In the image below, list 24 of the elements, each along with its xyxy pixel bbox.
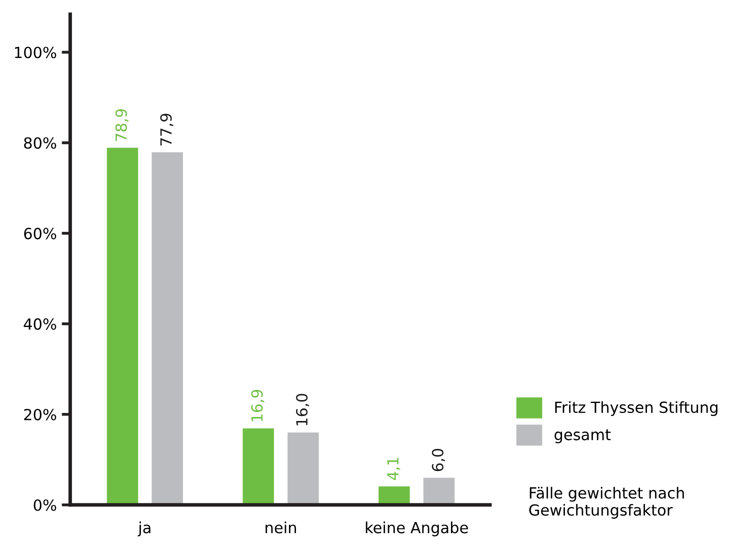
- bar: [378, 486, 410, 505]
- data-label: 77,9: [160, 114, 174, 146]
- y-tick-label: 80%: [24, 137, 56, 149]
- bar: [242, 428, 274, 505]
- data-label: 6,0: [432, 448, 446, 472]
- y-tick-label: 20%: [24, 408, 56, 420]
- bar: [423, 478, 455, 505]
- data-label: 16,0: [296, 394, 310, 426]
- data-label: 16,9: [251, 390, 264, 422]
- y-tick-label: 0%: [34, 499, 56, 511]
- data-label: 78,9: [115, 109, 128, 141]
- y-tick-label: 40%: [24, 318, 56, 330]
- x-tick-label: nein: [266, 522, 296, 534]
- y-tick-label: 100%: [15, 46, 56, 58]
- x-tick-label: keine Angabe: [366, 522, 468, 536]
- legend-label: gesamt: [554, 429, 611, 444]
- legend-label: Fritz Thyssen Stiftung: [555, 401, 718, 416]
- data-label: 4,1: [387, 458, 400, 480]
- bar: [152, 152, 183, 505]
- y-tick-label: 60%: [24, 228, 56, 240]
- bar: [288, 432, 319, 505]
- text: Fälle gewichtet nach Gewichtungsfaktor: [529, 486, 684, 519]
- bar: [106, 148, 138, 505]
- x-tick-label: ja: [138, 522, 150, 536]
